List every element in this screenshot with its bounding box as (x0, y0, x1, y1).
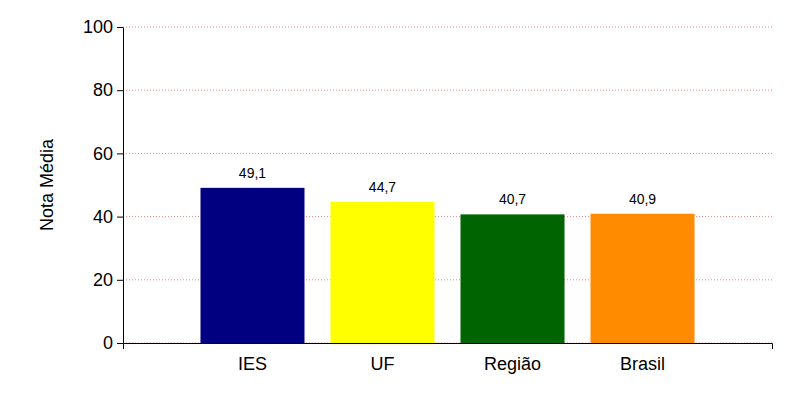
x-tick: IES (238, 343, 267, 374)
y-tick-mark (117, 343, 123, 344)
data-label: 40,9 (629, 191, 656, 207)
y-tick-mark (117, 90, 123, 91)
y-tick-mark (117, 280, 123, 281)
plot: 49,1 44,7 40,7 40,9 0 20 40 60 80 100 IES UF Região B… (83, 17, 773, 374)
data-label: 49,1 (239, 165, 266, 181)
x-axis: IES UF Região Brasil (124, 343, 773, 374)
x-tick: Brasil (620, 343, 665, 374)
bar (330, 202, 434, 343)
y-tick: 40 (93, 207, 123, 227)
y-tick: 80 (93, 80, 123, 100)
chart: 49,1 44,7 40,7 40,9 0 20 40 60 80 100 IES UF Região B… (0, 0, 800, 400)
x-tick-label: Brasil (620, 354, 665, 374)
bars (200, 188, 694, 343)
data-label: 44,7 (369, 179, 396, 195)
y-axis-title: Nota Média (37, 138, 57, 231)
y-tick: 0 (103, 333, 123, 353)
y-tick-label: 20 (93, 270, 113, 290)
y-tick-label: 80 (93, 80, 113, 100)
y-tick-label: 100 (83, 17, 113, 37)
grid-line (123, 90, 772, 91)
x-tick-label: UF (370, 354, 394, 374)
data-label: 40,7 (499, 191, 526, 207)
bar (200, 188, 304, 343)
y-tick-mark (117, 27, 123, 28)
grid-line (123, 153, 772, 154)
x-tick: Região (484, 343, 541, 374)
y-tick-mark (117, 217, 123, 218)
x-axis-line (124, 344, 773, 350)
y-axis: 0 20 40 60 80 100 (83, 17, 124, 353)
y-tick-mark (117, 153, 123, 154)
data-labels: 49,1 44,7 40,7 40,9 (239, 165, 656, 208)
y-axis-line (123, 28, 124, 344)
y-tick: 20 (93, 270, 123, 290)
bar (461, 214, 565, 343)
grid (123, 27, 772, 343)
y-tick: 60 (93, 144, 123, 164)
x-tick: UF (370, 343, 394, 374)
y-tick: 100 (83, 17, 123, 37)
y-tick-label: 0 (103, 333, 113, 353)
y-tick-label: 40 (93, 207, 113, 227)
bar (591, 214, 695, 343)
x-tick-label: IES (238, 354, 267, 374)
y-tick-label: 60 (93, 144, 113, 164)
grid-line (123, 27, 772, 28)
x-tick-label: Região (484, 354, 541, 374)
